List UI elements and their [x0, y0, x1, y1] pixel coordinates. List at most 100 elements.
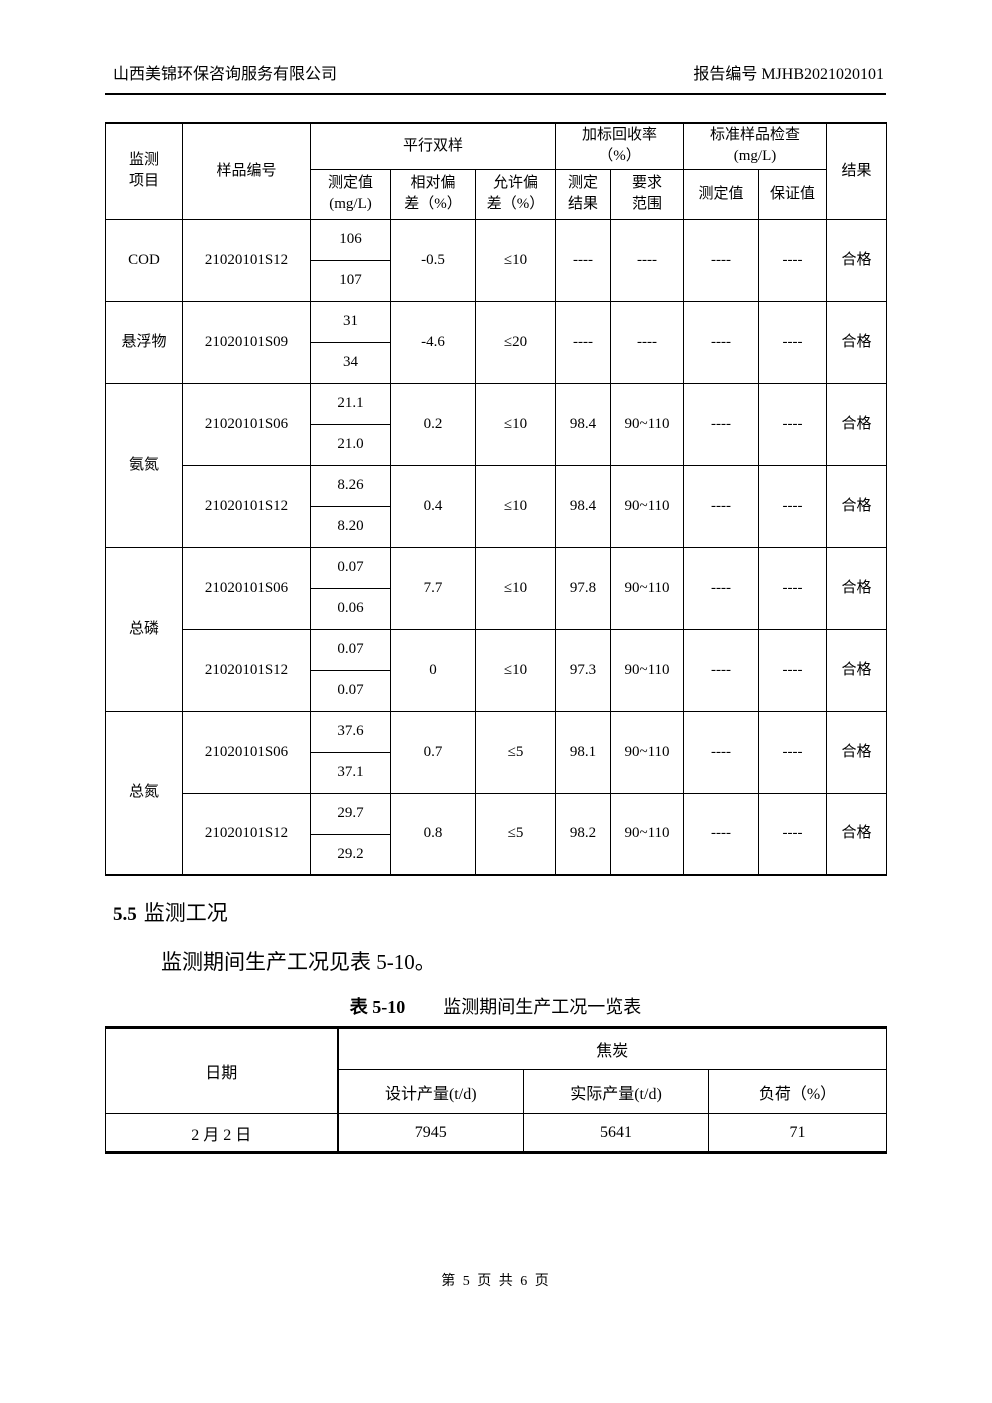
item-cell: COD: [105, 218, 183, 302]
relative-deviation-cell: 0.7: [390, 710, 476, 794]
qa-results-table: 监测 项目 样品编号 平行双样 加标回收率 （%） 标准样品检查 (mg/L) …: [105, 122, 888, 876]
table-row: 总氮 21020101S06 37.6 0.7 ≤5 98.1 90~110 -…: [105, 710, 888, 876]
measured-value-cell: 31: [310, 300, 391, 343]
spike-result-cell: ----: [555, 218, 611, 302]
spike-range-cell: 90~110: [609, 464, 685, 548]
header-row-1: 日期 焦炭: [105, 1027, 888, 1114]
table-row: 2 月 2 日 7945 5641 71: [105, 1113, 888, 1153]
col-header-measured-value: 测定值 (mg/L): [310, 168, 391, 220]
page-footer: 第 5 页 共 6 页: [441, 1274, 551, 1289]
table-row: 8.20: [106, 505, 887, 548]
table-row: 0.07: [106, 669, 887, 712]
measured-value-cell: 37.1: [310, 751, 391, 794]
allowed-deviation-cell: ≤20: [475, 300, 556, 384]
spike-result-cell: ----: [555, 300, 611, 384]
table-row: 总磷 21020101S06 0.07 7.7 ≤10 97.8 90~110 …: [105, 546, 888, 712]
col-header-std-guaranteed: 保证值: [758, 168, 828, 220]
relative-deviation-cell: -4.6: [390, 300, 476, 384]
col-header-date: 日期: [105, 1027, 339, 1114]
std-guaranteed-cell: ----: [758, 628, 828, 712]
spike-result-cell: 98.4: [555, 464, 611, 548]
table-row: COD 21020101S12 106 -0.5 ≤10 ---- ---- -…: [105, 218, 888, 302]
measured-value-cell: 34: [310, 341, 391, 384]
table-caption-title: 监测期间生产工况一览表: [443, 997, 642, 1017]
section-number: 5.5: [113, 904, 137, 925]
spike-range-cell: 90~110: [609, 546, 685, 630]
std-guaranteed-cell: ----: [758, 710, 828, 794]
relative-deviation-cell: -0.5: [390, 218, 476, 302]
relative-deviation-cell: 0.2: [390, 382, 476, 466]
measured-value-cell: 29.2: [310, 833, 391, 876]
std-measured-cell: ----: [683, 382, 760, 466]
table-row: 34: [106, 341, 887, 384]
header-row-2: 测定值 (mg/L) 相对偏 差（%） 允许偏 差（%） 测定 结果 要求 范围…: [106, 168, 887, 220]
table-row: 21020101S12 0.07 0 ≤10 97.3 90~110 ---- …: [106, 628, 888, 712]
spike-range-cell: 90~110: [609, 710, 685, 794]
item-cell: 氨氮: [105, 382, 183, 548]
sample-id-cell: 21020101S12: [182, 628, 311, 712]
col-header-actual-output: 实际产量(t/d): [523, 1069, 709, 1114]
col-header-std-measured: 测定值: [683, 168, 760, 220]
spike-result-cell: 97.8: [555, 546, 611, 630]
relative-deviation-cell: 0: [390, 628, 476, 712]
section-heading: 5.5 监测工况: [113, 897, 886, 927]
allowed-deviation-cell: ≤10: [475, 218, 556, 302]
header-row-2: 设计产量(t/d) 实际产量(t/d) 负荷（%）: [106, 1069, 888, 1114]
col-header-spike-range: 要求 范围: [609, 168, 685, 220]
std-guaranteed-cell: ----: [758, 464, 828, 548]
company-name: 山西美锦环保咨询服务有限公司: [113, 66, 338, 83]
sample-id-cell: 21020101S06: [182, 710, 311, 794]
table-row: 21020101S12 29.7 0.8 ≤5 98.2 90~110 ----…: [106, 792, 888, 876]
spike-result-cell: 98.2: [555, 792, 611, 876]
result-cell: 合格: [826, 710, 888, 794]
col-header-sample-id: 样品编号: [182, 122, 311, 220]
production-status-table: 日期 焦炭 设计产量(t/d) 实际产量(t/d) 负荷（%） 2 月 2 日 …: [105, 1026, 888, 1154]
table-row: 107: [106, 259, 887, 302]
page-content: 山西美锦环保咨询服务有限公司 报告编号 MJHB2021020101 监测 项目…: [105, 0, 888, 1154]
table-row: 29.2: [106, 833, 887, 876]
spike-range-cell: ----: [609, 300, 685, 384]
col-group-parallel-duplicate: 平行双样: [310, 122, 556, 170]
result-cell: 合格: [826, 792, 888, 876]
result-cell: 合格: [826, 218, 888, 302]
col-group-standard-sample: 标准样品检查 (mg/L): [683, 122, 828, 170]
spike-range-cell: 90~110: [609, 628, 685, 712]
section-title: 监测工况: [143, 901, 228, 925]
allowed-deviation-cell: ≤5: [475, 792, 556, 876]
table-row: 0.06: [106, 587, 887, 630]
sample-id-cell: 21020101S06: [182, 382, 311, 466]
spike-range-cell: ----: [609, 218, 685, 302]
sample-id-cell: 21020101S12: [182, 464, 311, 548]
table-row: 悬浮物 21020101S09 31 -4.6 ≤20 ---- ---- --…: [105, 300, 888, 384]
relative-deviation-cell: 7.7: [390, 546, 476, 630]
std-measured-cell: ----: [683, 464, 760, 548]
result-cell: 合格: [826, 628, 888, 712]
measured-value-cell: 8.20: [310, 505, 391, 548]
measured-value-cell: 37.6: [310, 710, 391, 753]
sample-id-cell: 21020101S12: [182, 792, 311, 876]
measured-value-cell: 0.07: [310, 546, 391, 589]
std-measured-cell: ----: [683, 710, 760, 794]
table-row: 氨氮 21020101S06 21.1 0.2 ≤10 98.4 90~110 …: [105, 382, 888, 548]
section-paragraph: 监测期间生产工况见表 5-10。: [161, 950, 436, 974]
relative-deviation-cell: 0.8: [390, 792, 476, 876]
std-measured-cell: ----: [683, 546, 760, 630]
date-cell: 2 月 2 日: [105, 1113, 339, 1153]
table-row: 21.0: [106, 423, 887, 466]
relative-deviation-cell: 0.4: [390, 464, 476, 548]
table-caption: 表 5-10 监测期间生产工况一览表: [105, 993, 886, 1019]
measured-value-cell: 107: [310, 259, 391, 302]
result-cell: 合格: [826, 464, 888, 548]
item-cell: 总氮: [105, 710, 183, 876]
report-number: 报告编号 MJHB2021020101: [693, 66, 884, 83]
measured-value-cell: 21.0: [310, 423, 391, 466]
table-row: 37.1: [106, 751, 887, 794]
spike-result-cell: 98.4: [555, 382, 611, 466]
col-header-allowed-deviation: 允许偏 差（%）: [475, 168, 556, 220]
measured-value-cell: 29.7: [310, 792, 391, 835]
allowed-deviation-cell: ≤10: [475, 382, 556, 466]
table-caption-label: 表 5-10: [349, 997, 406, 1017]
col-group-spike-recovery: 加标回收率 （%）: [554, 122, 685, 170]
actual-output-cell: 5641: [523, 1113, 709, 1153]
